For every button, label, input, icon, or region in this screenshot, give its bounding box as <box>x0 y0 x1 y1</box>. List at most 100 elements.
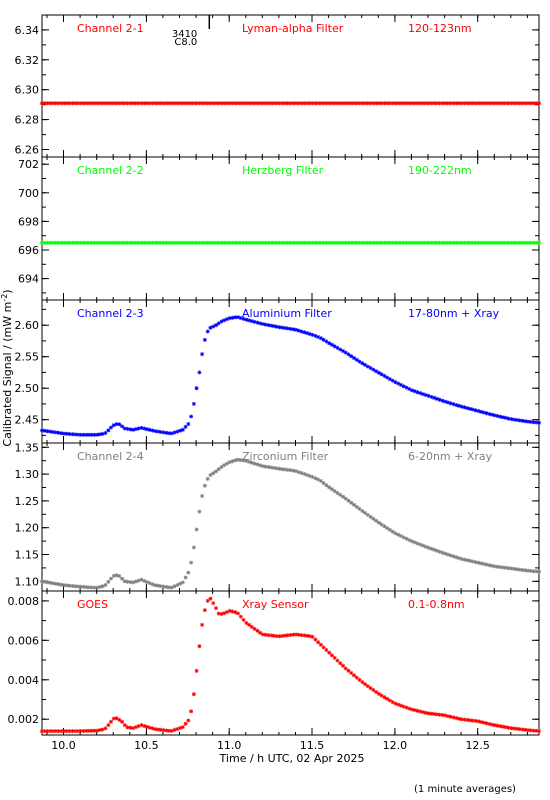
data-point <box>139 577 144 582</box>
data-point <box>321 240 326 245</box>
data-point <box>75 240 80 245</box>
data-point <box>365 101 370 106</box>
data-point <box>288 468 293 473</box>
data-point <box>48 101 53 106</box>
band-label: 6-20nm + Xray <box>408 450 493 463</box>
data-point <box>205 240 210 245</box>
data-point <box>236 315 240 320</box>
data-point <box>365 512 370 517</box>
data-point <box>211 240 216 245</box>
data-point <box>363 682 367 687</box>
data-point <box>186 240 191 245</box>
data-point <box>216 240 221 245</box>
data-point <box>517 727 522 732</box>
data-point <box>271 240 276 245</box>
data-point <box>238 240 243 245</box>
data-point <box>247 318 252 323</box>
series-1 <box>40 101 541 106</box>
data-point <box>503 101 508 106</box>
data-point <box>167 728 171 733</box>
data-point <box>432 395 437 400</box>
data-point <box>214 323 218 328</box>
data-point <box>288 633 293 637</box>
data-point <box>142 426 147 431</box>
data-point <box>387 377 392 382</box>
data-point <box>487 101 492 106</box>
data-point <box>332 655 337 660</box>
data-point <box>523 419 528 424</box>
data-point <box>48 429 53 434</box>
data-point <box>156 240 160 245</box>
data-point <box>252 461 257 466</box>
data-point <box>202 240 207 245</box>
data-point <box>454 403 459 407</box>
data-point <box>252 101 257 106</box>
data-point <box>316 101 321 106</box>
data-point <box>53 430 58 435</box>
data-point <box>396 702 401 707</box>
data-point <box>227 240 232 245</box>
data-point <box>45 240 50 245</box>
data-point <box>396 240 401 245</box>
data-point <box>443 240 448 245</box>
data-point <box>111 240 116 245</box>
data-point <box>266 101 271 106</box>
data-point <box>329 342 334 347</box>
data-point <box>62 729 67 734</box>
data-point <box>506 725 511 730</box>
data-point <box>51 729 55 734</box>
data-point <box>51 101 55 106</box>
data-point <box>421 392 425 397</box>
data-point <box>73 240 78 245</box>
data-point <box>335 101 340 106</box>
data-point <box>509 566 514 571</box>
data-point <box>398 382 403 387</box>
data-point <box>514 567 519 572</box>
data-point <box>128 725 133 730</box>
data-point <box>144 580 149 584</box>
data-point <box>503 565 508 570</box>
data-point <box>106 428 111 433</box>
data-point <box>387 101 392 106</box>
data-point <box>415 708 420 713</box>
data-point <box>396 381 401 386</box>
data-point <box>147 240 152 245</box>
data-point <box>81 101 86 106</box>
data-point <box>263 632 268 637</box>
data-point <box>183 240 188 245</box>
data-point <box>451 101 456 106</box>
data-point <box>349 101 354 106</box>
data-point <box>59 582 64 587</box>
data-point <box>156 101 160 106</box>
data-point <box>172 430 177 435</box>
data-point <box>219 240 224 245</box>
data-point <box>147 101 152 106</box>
data-point <box>371 367 376 372</box>
data-point <box>197 101 202 106</box>
data-point <box>103 240 108 245</box>
data-point <box>150 582 155 587</box>
data-point <box>78 432 83 437</box>
data-point <box>487 412 492 416</box>
data-point <box>62 240 67 245</box>
data-point <box>396 101 401 106</box>
data-point <box>59 101 64 106</box>
data-point <box>470 101 475 106</box>
data-point <box>211 101 216 106</box>
series-4 <box>40 457 541 590</box>
data-point <box>263 322 268 327</box>
data-point <box>153 429 158 434</box>
data-point <box>305 633 310 638</box>
data-point <box>117 574 122 578</box>
data-point <box>357 101 362 106</box>
data-point <box>495 101 500 106</box>
data-point <box>509 101 514 106</box>
data-point <box>86 101 91 106</box>
data-point <box>84 585 89 590</box>
data-point <box>498 724 503 729</box>
data-point <box>161 240 166 245</box>
data-point <box>346 101 351 106</box>
data-point <box>465 101 470 106</box>
data-point <box>451 715 456 720</box>
data-point <box>332 344 337 349</box>
